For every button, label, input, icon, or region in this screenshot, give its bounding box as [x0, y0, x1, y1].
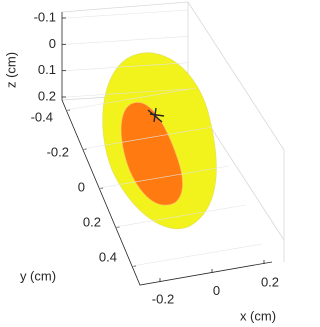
surfaces	[102, 52, 217, 230]
z-tick-label: 0.1	[38, 62, 56, 77]
z-tick-label: -0.1	[34, 9, 56, 24]
grid-line	[98, 165, 230, 189]
y-tick-label: 0	[78, 179, 85, 194]
y-tick-label: 0.4	[99, 249, 117, 264]
grid-line	[65, 9, 189, 19]
grid-line	[115, 204, 246, 228]
z-tick-label: 0	[49, 36, 56, 51]
axis-lines	[61, 12, 273, 286]
chart: z (cm) y (cm) x (cm) -0.1 0 0.1 0.2 -0.4 -0.2…	[3, 1, 285, 323]
x-tick-label: 0	[213, 283, 220, 298]
marker	[147, 107, 165, 123]
grid-line	[65, 62, 189, 71]
grid-line	[65, 36, 189, 45]
grid-line	[65, 88, 189, 98]
x-axis-label: x (cm)	[240, 308, 276, 323]
z-axis-label: z (cm)	[3, 52, 18, 88]
y-tick-label: -0.4	[31, 109, 53, 124]
z-tick-label: 0.2	[38, 88, 56, 103]
back-edges	[61, 1, 285, 262]
x-tick-label: 0.2	[261, 274, 279, 289]
grid-line	[131, 243, 263, 267]
inner-surface	[121, 102, 183, 206]
y-tick-label: -0.2	[47, 144, 69, 159]
x-tick-label: -0.2	[152, 291, 174, 306]
y-axis-label: y (cm)	[20, 268, 56, 283]
grid-line	[65, 87, 197, 111]
y-tick-label: 0.2	[83, 214, 101, 229]
grid-line	[82, 126, 213, 150]
